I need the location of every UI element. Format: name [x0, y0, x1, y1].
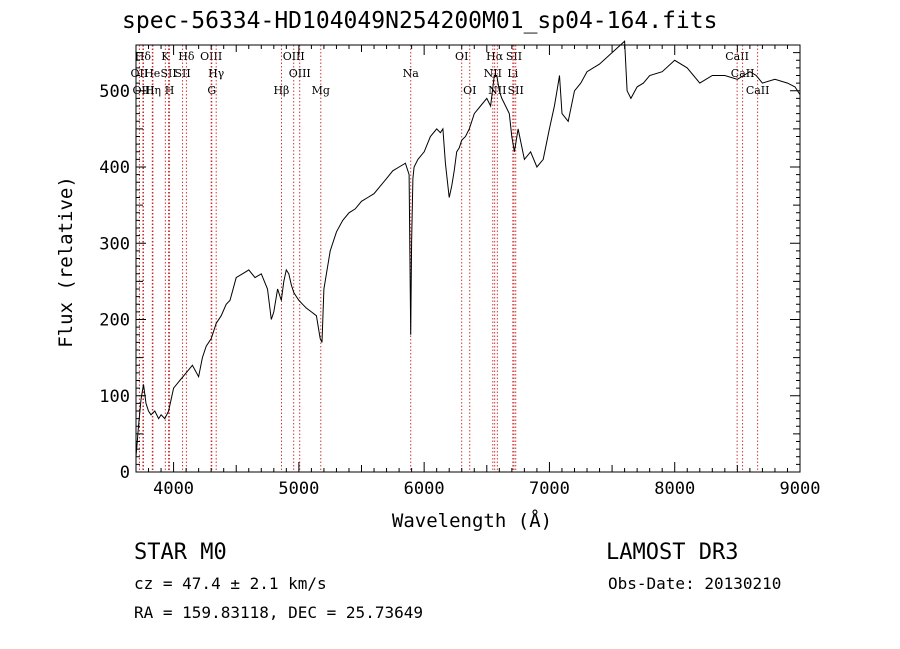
y-tick-label-100: 100 — [99, 387, 130, 407]
x-tick-label-6000: 6000 — [404, 479, 445, 499]
y-tick-label-500: 500 — [99, 82, 130, 102]
line-label-6: SII — [160, 67, 176, 80]
line-label-9: SII — [174, 67, 190, 80]
line-label-22: NII — [488, 84, 506, 97]
plot-frame — [135, 44, 801, 473]
line-label-20: Hα — [486, 50, 504, 63]
line-label-10: OIII — [200, 50, 222, 63]
line-label-16: Mg — [312, 84, 330, 97]
x-tick-label-4000: 4000 — [153, 479, 194, 499]
line-label-19: OI — [463, 84, 476, 97]
line-label-4: Hη — [145, 84, 161, 97]
y-tick-label-400: 400 — [99, 158, 130, 178]
y-tick-label-200: 200 — [99, 311, 130, 331]
line-label-28: CaII — [746, 84, 770, 97]
x-tick-label-5000: 5000 — [278, 479, 319, 499]
y-tick-label-0: 0 — [120, 463, 130, 483]
redshift-label: cz = 47.4 ± 2.1 km/s — [134, 574, 327, 593]
line-label-23: SII — [506, 50, 522, 63]
line-label-25: SII — [508, 84, 524, 97]
line-label-13: Hβ — [273, 84, 289, 97]
line-label-14: OIII — [283, 50, 305, 63]
obs-date-label: Obs-Date: 20130210 — [608, 574, 782, 593]
line-label-27: CaII — [731, 67, 755, 80]
line-label-8: Hδ — [178, 50, 195, 63]
x-axis-label: Wavelength (Å) — [391, 510, 553, 532]
y-tick-label-300: 300 — [99, 234, 130, 254]
line-label-17: Na — [403, 67, 420, 80]
x-tick-label-8000: 8000 — [654, 479, 695, 499]
y-axis-label: Flux (relative) — [55, 176, 77, 348]
line-label-18: OI — [455, 50, 468, 63]
line-label-3: He — [144, 67, 160, 80]
line-label-12: G — [207, 84, 216, 97]
line-label-11: Hγ — [208, 67, 225, 80]
survey-label: LAMOST DR3 — [606, 540, 739, 565]
coordinates-label: RA = 159.83118, DEC = 25.73649 — [134, 603, 423, 622]
spectrum-line — [135, 40, 801, 457]
line-label-5: K — [161, 50, 170, 63]
line-label-15: OIII — [289, 67, 311, 80]
x-tick-label-7000: 7000 — [529, 479, 570, 499]
x-tick-label-9000: 9000 — [780, 479, 821, 499]
chart-title: spec-56334-HD104049N254200M01_sp04-164.f… — [122, 8, 718, 34]
line-label-24: Li — [507, 67, 518, 80]
star-class-label: STAR M0 — [134, 540, 227, 565]
line-label-21: NII — [484, 67, 502, 80]
line-label-7: H — [165, 84, 175, 97]
